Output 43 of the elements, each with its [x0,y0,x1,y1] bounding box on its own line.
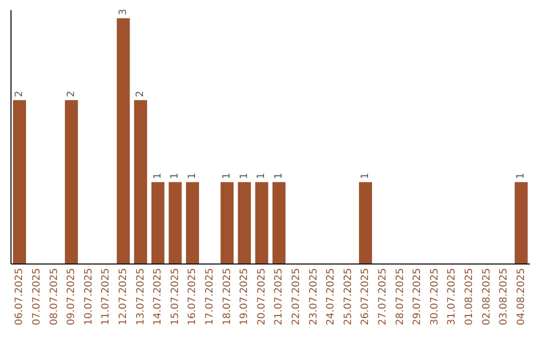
x-tick-label: 10.07.2025 [83,268,94,326]
data-label: 2 [66,90,77,98]
data-label: 1 [187,172,198,180]
x-tick-label: 23.07.2025 [308,268,320,326]
x-tick-label: 04.08.2025 [516,268,527,326]
data-label: 1 [238,172,250,180]
data-label: 2 [14,90,25,98]
x-tick-label: 15.07.2025 [170,268,181,326]
data-label: 1 [152,172,164,180]
x-tick-label: 26.07.2025 [360,268,372,326]
data-label: 1 [516,172,527,180]
x-tick-label: 18.07.2025 [222,268,233,326]
x-tick-label: 19.07.2025 [239,268,250,326]
data-label: 1 [256,172,268,180]
x-tick-label: 14.07.2025 [152,268,164,326]
x-tick-label: 31.07.2025 [446,268,458,326]
x-tick-label: 27.07.2025 [377,268,388,326]
x-tick-label: 09.07.2025 [66,268,78,326]
x-tick-label: 06.07.2025 [14,268,26,326]
x-tick-label: 11.07.2025 [100,268,112,326]
x-tick-label: 25.07.2025 [342,268,354,326]
data-label: 1 [360,172,371,180]
data-label: 3 [118,8,129,16]
x-tick-label: 12.07.2025 [118,268,129,326]
data-label: 2 [135,90,146,98]
x-tick-label: 24.07.2025 [326,268,337,326]
x-tick-label: 01.08.2025 [464,268,475,326]
data-label: 1 [274,172,284,180]
x-tick-label: 16.07.2025 [187,268,198,326]
x-tick-label: 02.08.2025 [481,268,492,326]
x-tick-label: 21.07.2025 [274,268,285,326]
x-tick-label: 03.08.2025 [498,268,510,326]
x-tick-label: 08.07.2025 [48,268,60,326]
x-tick-label: 29.07.2025 [412,268,424,326]
x-tick-label: 07.07.2025 [31,268,42,326]
data-label: 1 [222,172,233,180]
x-tick-label: 22.07.2025 [290,268,302,326]
x-tick-label: 30.07.2025 [429,268,440,326]
x-tick-label: 13.07.2025 [135,268,146,326]
data-label: 1 [170,172,181,180]
x-tick-label: 17.07.2025 [204,268,216,326]
x-tick-label: 28.07.2025 [394,268,406,326]
x-tick-label: 20.07.2025 [256,268,268,326]
